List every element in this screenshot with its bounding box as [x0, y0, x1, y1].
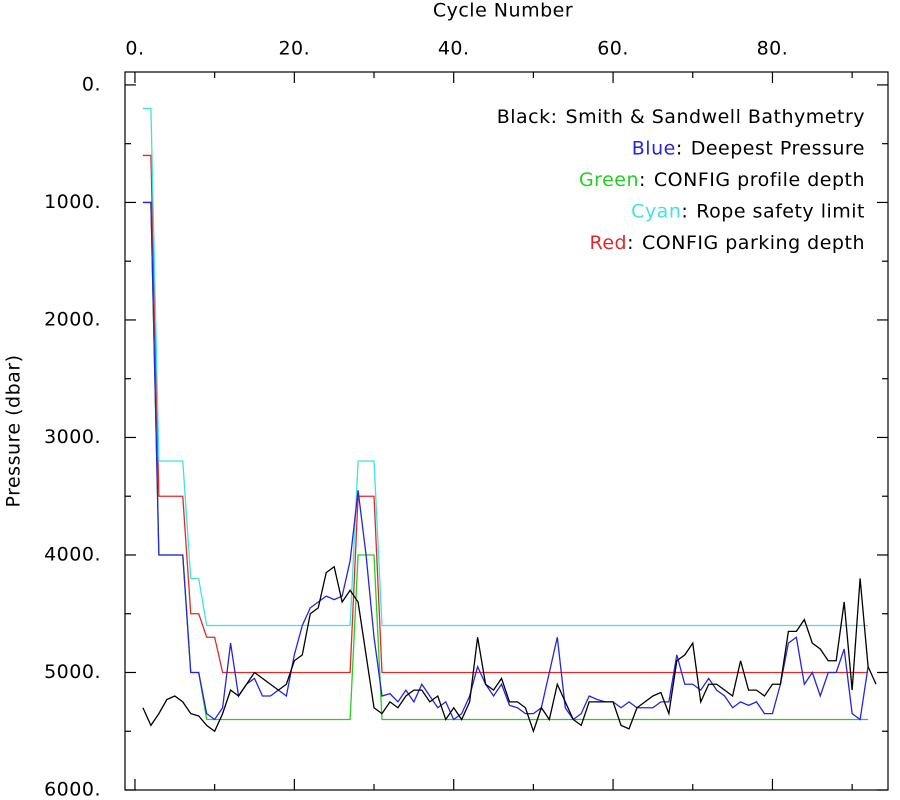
x-tick-label: 40.: [438, 38, 470, 60]
y-tick-label: 0.: [82, 73, 101, 95]
x-tick-label: 0.: [125, 38, 144, 60]
series-line: [142, 107, 869, 627]
series-line: [142, 565, 877, 734]
legend-key: Blue: [632, 137, 676, 159]
series-line: [142, 201, 869, 721]
legend-label: CONFIG parking depth: [642, 232, 865, 254]
series-line: [142, 201, 869, 721]
legend-label: Smith & Sandwell Bathymetry: [566, 106, 865, 128]
legend-key: Green: [579, 169, 639, 191]
y-tick-label: 1000.: [44, 191, 101, 213]
legend-separator: :: [681, 200, 688, 222]
y-tick-label: 6000.: [44, 779, 101, 800]
series-line: [142, 154, 869, 674]
legend-entry: Green: CONFIG profile depth: [579, 169, 865, 191]
legend-entry: Cyan: Rope safety limit: [631, 200, 865, 222]
legend-label: CONFIG profile depth: [654, 169, 865, 191]
y-tick-label: 5000.: [44, 661, 101, 683]
legend-key: Cyan: [631, 200, 681, 222]
legend-separator: :: [627, 232, 634, 254]
x-tick-label: 80.: [757, 38, 789, 60]
y-axis-label: Pressure (dbar): [3, 354, 25, 507]
y-tick-label: 2000.: [44, 308, 101, 330]
legend-separator: :: [639, 169, 646, 191]
legend-label: Rope safety limit: [696, 200, 865, 222]
legend-separator: :: [676, 137, 683, 159]
y-tick-label: 4000.: [44, 543, 101, 565]
legend-entry: Blue: Deepest Pressure: [632, 137, 865, 159]
legend-entry: Red: CONFIG parking depth: [590, 232, 866, 254]
legend-separator: :: [551, 106, 558, 128]
x-tick-label: 60.: [597, 38, 629, 60]
x-axis-label: Cycle Number: [433, 0, 573, 22]
plot-frame: [124, 71, 889, 791]
legend-key: Red: [590, 232, 628, 254]
legend-key: Black: [497, 106, 551, 128]
legend-label: Deepest Pressure: [691, 137, 865, 159]
legend-entry: Black: Smith & Sandwell Bathymetry: [497, 106, 865, 128]
x-tick-label: 20.: [278, 38, 310, 60]
y-tick-label: 3000.: [44, 426, 101, 448]
